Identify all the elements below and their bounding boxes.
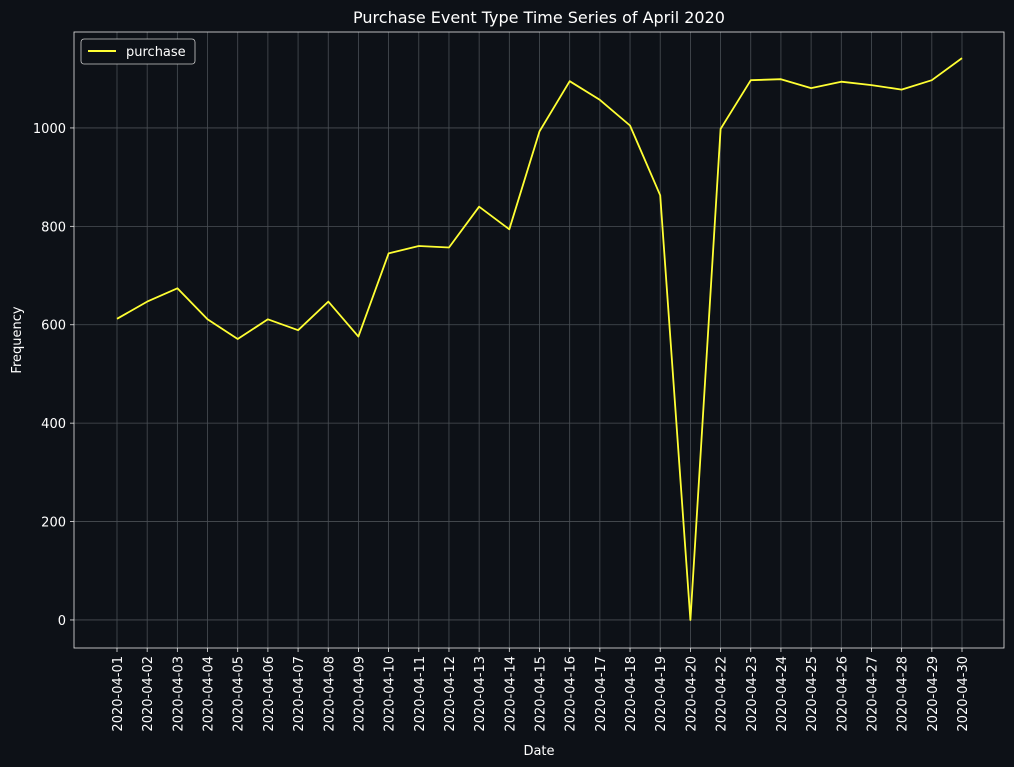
legend: purchase xyxy=(80,38,196,65)
x-tick-label: 2020-04-13 xyxy=(473,656,488,732)
x-tick-label: 2020-04-08 xyxy=(322,656,337,732)
series-line-purchase xyxy=(116,57,963,621)
x-tick-label: 2020-04-11 xyxy=(413,656,428,732)
x-tick-label: 2020-04-23 xyxy=(745,656,760,732)
grid xyxy=(74,32,1004,648)
x-tick-label: 2020-04-09 xyxy=(352,656,367,732)
y-tick-label: 1000 xyxy=(33,122,66,137)
series-layer xyxy=(116,57,963,621)
x-tick-label: 2020-04-17 xyxy=(594,656,609,732)
x-tick-label: 2020-04-01 xyxy=(111,656,126,732)
x-tick-label: 2020-04-15 xyxy=(534,656,549,732)
x-tick-label: 2020-04-30 xyxy=(956,656,971,732)
x-axis-label: Date xyxy=(523,744,554,759)
x-tick-label: 2020-04-24 xyxy=(775,656,790,732)
chart-title: Purchase Event Type Time Series of April… xyxy=(353,8,725,27)
y-axis-label: Frequency xyxy=(10,306,25,373)
y-tick-label: 400 xyxy=(41,417,66,432)
x-tick-label: 2020-04-03 xyxy=(171,656,186,732)
x-tick-label: 2020-04-26 xyxy=(835,656,850,732)
x-tick-label: 2020-04-19 xyxy=(654,656,669,732)
x-tick-label: 2020-04-29 xyxy=(926,656,941,732)
y-axis-ticks: 0 200 400 600 800 1000 xyxy=(33,122,74,629)
x-tick-label: 2020-04-12 xyxy=(443,656,458,732)
x-tick-label: 2020-04-18 xyxy=(624,656,639,732)
x-axis-ticks: 2020-04-01 2020-04-02 2020-04-03 2020-04-04… xyxy=(111,648,971,732)
y-tick-label: 200 xyxy=(41,516,66,531)
y-tick-label: 0 xyxy=(58,614,66,629)
x-tick-label: 2020-04-20 xyxy=(684,656,699,732)
plot-frame xyxy=(73,31,1005,649)
x-tick-label: 2020-04-07 xyxy=(292,656,307,732)
y-tick-label: 800 xyxy=(41,220,66,235)
y-tick-label: 600 xyxy=(41,319,66,334)
x-tick-label: 2020-04-22 xyxy=(715,656,730,732)
x-tick-label: 2020-04-10 xyxy=(383,656,398,732)
x-tick-label: 2020-04-28 xyxy=(896,656,911,732)
x-tick-label: 2020-04-04 xyxy=(202,656,217,732)
x-tick-label: 2020-04-02 xyxy=(141,656,156,732)
x-tick-label: 2020-04-27 xyxy=(865,656,880,732)
x-tick-label: 2020-04-05 xyxy=(232,656,247,732)
x-tick-label: 2020-04-25 xyxy=(805,656,820,732)
x-tick-label: 2020-04-16 xyxy=(564,656,579,732)
legend-label-purchase: purchase xyxy=(126,45,186,60)
x-tick-label: 2020-04-14 xyxy=(503,656,518,732)
legend-box xyxy=(80,38,196,65)
x-tick-label: 2020-04-06 xyxy=(262,656,277,732)
